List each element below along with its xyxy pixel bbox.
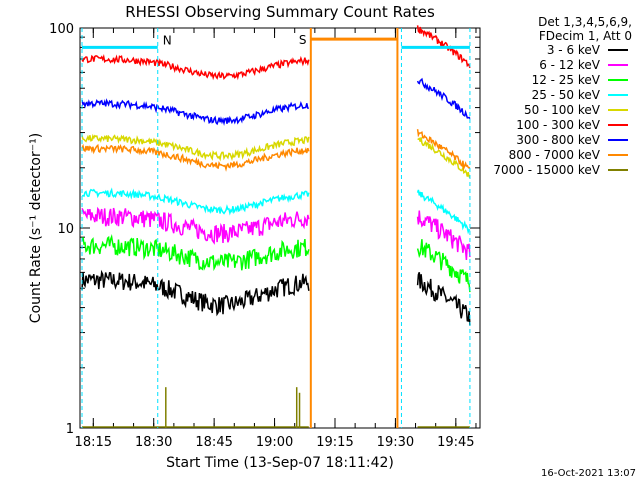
saa-marker-label: S xyxy=(299,33,307,47)
y-tick-label: 1 xyxy=(66,422,74,437)
series-line-5-0 xyxy=(81,54,310,81)
x-tick-label: 18:30 xyxy=(135,435,172,450)
series-line-0-1 xyxy=(416,272,471,326)
legend-label-5: 100 - 300 keV xyxy=(516,118,600,132)
legend-header-2: FDecim 1, Att 0 xyxy=(539,29,632,43)
x-tick-label: 19:00 xyxy=(256,435,293,450)
y-tick-label: 10 xyxy=(57,222,74,237)
y-axis-label: Count Rate (s⁻¹ detector⁻¹) xyxy=(28,133,44,323)
legend-label-1: 6 - 12 keV xyxy=(539,58,601,72)
legend-label-2: 12 - 25 keV xyxy=(532,73,601,87)
night-marker-label: N xyxy=(163,33,172,47)
series-line-4-1 xyxy=(417,137,471,179)
legend-label-4: 50 - 100 keV xyxy=(524,103,601,117)
series-line-4-0 xyxy=(81,133,310,162)
series-line-0-0 xyxy=(81,269,310,317)
x-tick-label: 19:30 xyxy=(377,435,414,450)
series-layer xyxy=(81,25,471,428)
legend: Det 1,3,4,5,6,9, FDecim 1, Att 0 3 - 6 k… xyxy=(493,15,632,177)
legend-header-1: Det 1,3,4,5,6,9, xyxy=(538,15,632,29)
legend-label-6: 300 - 800 keV xyxy=(516,133,600,147)
series-line-2-0 xyxy=(81,233,310,272)
series-line-1-1 xyxy=(416,210,471,260)
x-tick-label: 18:45 xyxy=(195,435,232,450)
y-tick-label: 100 xyxy=(49,22,74,37)
legend-label-8: 7000 - 15000 keV xyxy=(493,163,600,177)
series-line-7-0 xyxy=(81,143,310,172)
series-line-7-1 xyxy=(416,129,471,171)
plot-frame xyxy=(79,27,481,429)
series-line-2-1 xyxy=(416,239,471,293)
legend-label-7: 800 - 7000 keV xyxy=(509,148,601,162)
y-ticks: 1 10 100 xyxy=(49,22,480,437)
x-tick-label: 18:15 xyxy=(75,435,112,450)
series-line-6-0 xyxy=(81,98,309,126)
plot-area xyxy=(79,27,481,429)
x-axis-label: Start Time (13-Sep-07 18:11:42) xyxy=(166,455,394,471)
legend-label-0: 3 - 6 keV xyxy=(547,43,601,57)
x-tick-label: 19:15 xyxy=(316,435,353,450)
date-stamp: 16-Oct-2021 13:07 xyxy=(541,468,636,479)
x-tick-label: 19:45 xyxy=(437,435,474,450)
legend-label-3: 25 - 50 keV xyxy=(532,88,601,102)
series-line-1-0 xyxy=(81,206,310,245)
series-line-6-1 xyxy=(416,77,471,120)
chart-title: RHESSI Observing Summary Count Rates xyxy=(125,3,435,21)
series-line-3-0 xyxy=(81,187,310,216)
series-line-5-1 xyxy=(416,25,471,69)
series-line-3-1 xyxy=(416,189,471,235)
x-ticks: 18:15 18:30 18:45 19:00 19:15 19:30 19:45 xyxy=(75,28,477,450)
